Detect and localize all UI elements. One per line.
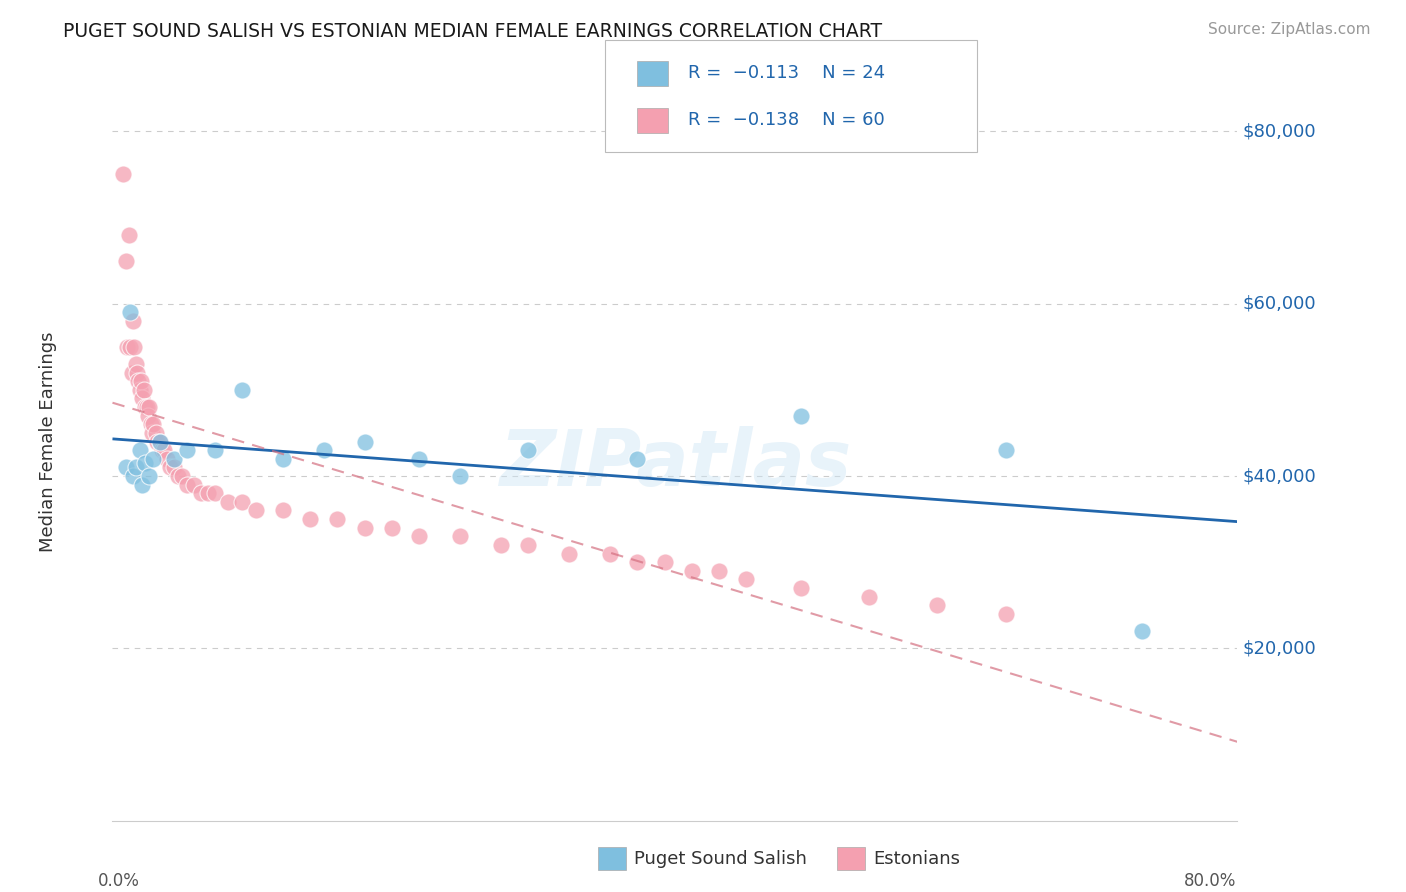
- Point: [558, 547, 581, 561]
- Point: [145, 425, 167, 440]
- Point: [129, 374, 152, 388]
- Point: [135, 400, 157, 414]
- Text: ZIPatlas: ZIPatlas: [499, 426, 851, 502]
- Point: [927, 599, 949, 613]
- Point: [176, 443, 198, 458]
- Point: [517, 538, 540, 552]
- Point: [271, 503, 294, 517]
- Point: [131, 392, 153, 406]
- Text: Source: ZipAtlas.com: Source: ZipAtlas.com: [1208, 22, 1371, 37]
- Point: [449, 469, 471, 483]
- Point: [150, 443, 173, 458]
- Point: [353, 434, 375, 449]
- Point: [204, 443, 226, 458]
- Point: [153, 443, 176, 458]
- Point: [132, 383, 155, 397]
- Point: [271, 451, 294, 466]
- Point: [125, 366, 148, 380]
- Point: [517, 443, 540, 458]
- Point: [204, 486, 226, 500]
- Point: [128, 443, 150, 458]
- Text: $40,000: $40,000: [1243, 467, 1316, 485]
- Point: [197, 486, 219, 500]
- Point: [142, 451, 165, 466]
- Point: [120, 305, 142, 319]
- Text: R =  −0.138    N = 60: R = −0.138 N = 60: [688, 112, 884, 129]
- Point: [134, 400, 156, 414]
- Point: [124, 460, 146, 475]
- Text: Estonians: Estonians: [873, 850, 960, 868]
- Point: [312, 443, 335, 458]
- Point: [790, 581, 813, 595]
- Point: [449, 529, 471, 543]
- Point: [115, 460, 138, 475]
- Point: [120, 340, 142, 354]
- Point: [599, 547, 621, 561]
- Point: [1130, 624, 1153, 639]
- Point: [681, 564, 703, 578]
- Point: [381, 521, 404, 535]
- Point: [790, 409, 813, 423]
- Point: [709, 564, 731, 578]
- Point: [994, 607, 1017, 621]
- Point: [353, 521, 375, 535]
- Point: [122, 314, 145, 328]
- Text: R =  −0.113    N = 24: R = −0.113 N = 24: [688, 64, 884, 82]
- Point: [146, 434, 169, 449]
- Point: [115, 253, 138, 268]
- Point: [163, 460, 186, 475]
- Point: [994, 443, 1017, 458]
- Point: [858, 590, 880, 604]
- Point: [134, 456, 156, 470]
- Point: [190, 486, 212, 500]
- Point: [245, 503, 267, 517]
- Point: [167, 469, 190, 483]
- Point: [735, 573, 758, 587]
- Point: [136, 409, 159, 423]
- Point: [141, 425, 163, 440]
- Point: [654, 555, 676, 569]
- Text: Puget Sound Salish: Puget Sound Salish: [634, 850, 807, 868]
- Point: [159, 460, 181, 475]
- Text: PUGET SOUND SALISH VS ESTONIAN MEDIAN FEMALE EARNINGS CORRELATION CHART: PUGET SOUND SALISH VS ESTONIAN MEDIAN FE…: [63, 22, 883, 41]
- Point: [142, 417, 165, 432]
- Point: [326, 512, 349, 526]
- Point: [408, 451, 430, 466]
- Text: 0.0%: 0.0%: [98, 872, 141, 890]
- Point: [124, 340, 146, 354]
- Point: [231, 495, 253, 509]
- Point: [128, 383, 150, 397]
- Text: $80,000: $80,000: [1243, 122, 1316, 140]
- Point: [118, 227, 141, 242]
- Point: [149, 434, 172, 449]
- Point: [176, 477, 198, 491]
- Point: [131, 477, 153, 491]
- Point: [489, 538, 512, 552]
- Point: [149, 434, 172, 449]
- Point: [231, 383, 253, 397]
- Point: [124, 357, 146, 371]
- Point: [626, 451, 648, 466]
- Point: [626, 555, 648, 569]
- Point: [183, 477, 205, 491]
- Point: [117, 340, 139, 354]
- Point: [138, 400, 160, 414]
- Point: [408, 529, 430, 543]
- Point: [112, 168, 135, 182]
- Text: Median Female Earnings: Median Female Earnings: [39, 331, 58, 552]
- Point: [138, 469, 160, 483]
- Text: 80.0%: 80.0%: [1184, 872, 1236, 890]
- Point: [170, 469, 193, 483]
- Point: [121, 366, 143, 380]
- Point: [299, 512, 322, 526]
- Point: [156, 451, 179, 466]
- Text: $20,000: $20,000: [1243, 640, 1316, 657]
- Point: [217, 495, 239, 509]
- Point: [139, 417, 162, 432]
- Point: [122, 469, 145, 483]
- Point: [163, 451, 186, 466]
- Text: $60,000: $60,000: [1243, 294, 1316, 313]
- Point: [127, 374, 149, 388]
